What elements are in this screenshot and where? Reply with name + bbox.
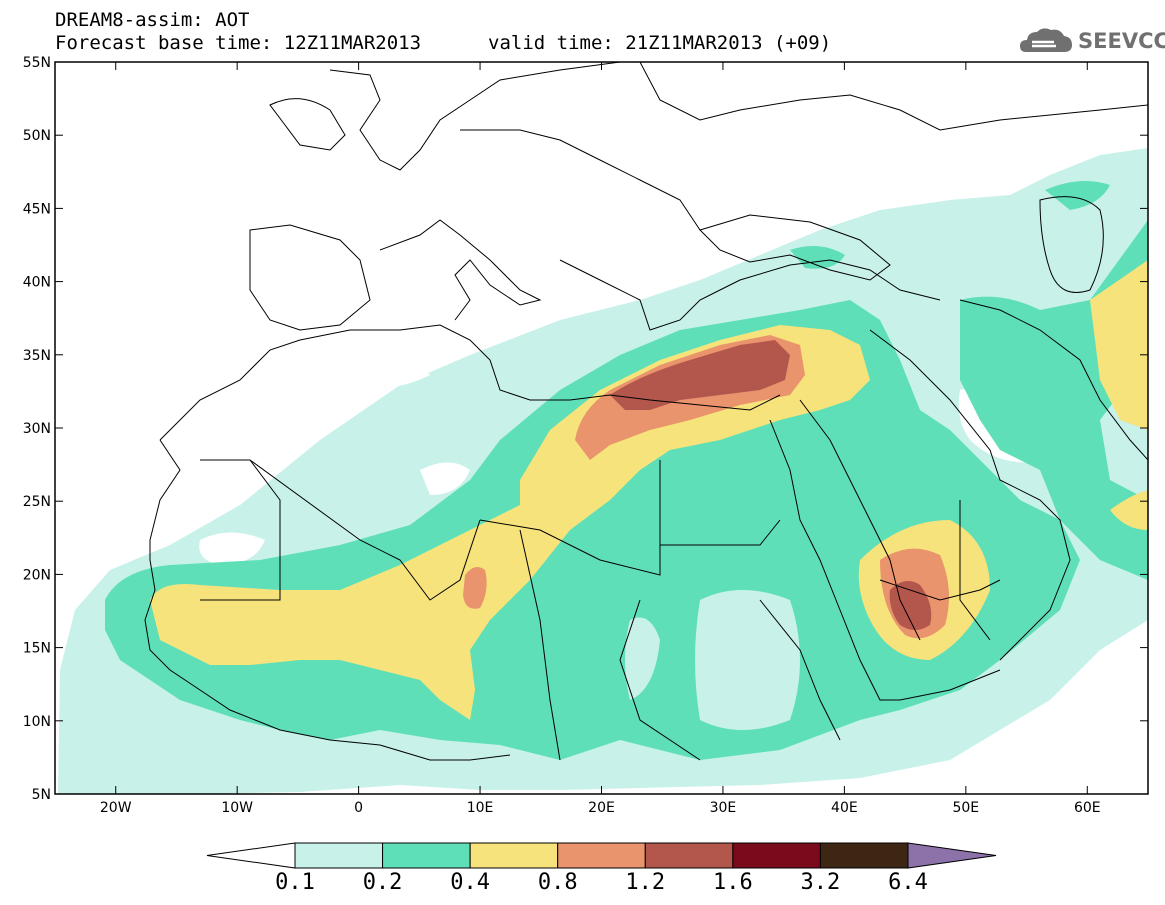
lon-tick-label: 0 [354,800,363,816]
colorbar-low-arrow [206,842,296,869]
lon-tick-label: 20W [100,800,132,816]
aot-fields [55,62,1148,794]
valid-time: valid time: 21Z11MAR2013 (+09) [488,32,832,54]
lat-tick-label: 20N [23,567,51,583]
colorbar-box [644,842,734,869]
colorbar-level-label: 1.6 [712,870,753,895]
colorbar-level-label: 0.8 [537,870,578,895]
lat-tick-label: 30N [23,421,51,437]
lon-tick-label: 60E [1074,800,1101,816]
cloud-icon [1020,28,1072,52]
logo-text: SEEVCCC [1078,29,1165,53]
colorbar-box [469,842,559,869]
lon-tick-label: 20E [588,800,615,816]
coastlines [144,62,1148,761]
colorbar-box [819,842,909,869]
aot-band-0.4 [150,325,870,720]
lat-tick-label: 15N [23,641,51,657]
colorbar-box [294,842,384,869]
lon-tick-label: 40E [831,800,858,816]
colorbar-level-label: 3.2 [800,870,841,895]
forecast-base-time: Forecast base time: 12Z11MAR2013 [55,32,422,54]
lat-tick-label: 50N [23,128,51,144]
colorbar-level-label: 1.2 [625,870,666,895]
colorbar-level-label: 0.4 [450,870,491,895]
lon-tick-label: 50E [952,800,979,816]
aot-colorbar [206,842,997,869]
colorbar-level-label: 0.2 [362,870,403,895]
lon-tick-label: 30E [710,800,737,816]
lat-tick-label: 55N [23,55,51,71]
colorbar-level-label: 0.1 [275,870,315,895]
map-title: DREAM8-assim: AOT [55,9,250,31]
colorbar-high-arrow [907,842,997,869]
aot-band-1.2 [610,340,790,410]
colorbar-box [382,842,471,869]
lon-tick-label: 10E [467,800,494,816]
lat-tick-label: 40N [23,275,51,291]
colorbar-level-label: 6.4 [888,870,928,895]
lat-tick-label: 10N [23,714,51,730]
latitude-axis: 55N 50N 45N 40N 35N 30N 25N 20N 15N 10N 5N [23,55,1148,803]
lat-tick-label: 35N [23,348,51,364]
colorbar-box [557,842,646,869]
lat-tick-label: 45N [23,201,51,217]
lat-tick-label: 5N [32,787,51,803]
lon-tick-label: 10W [221,800,253,816]
colorbar-box [732,842,821,869]
longitude-axis: 20W 10W 0 10E 20E 30E 40E 50E 60E [100,62,1101,816]
lat-tick-label: 25N [23,494,51,510]
